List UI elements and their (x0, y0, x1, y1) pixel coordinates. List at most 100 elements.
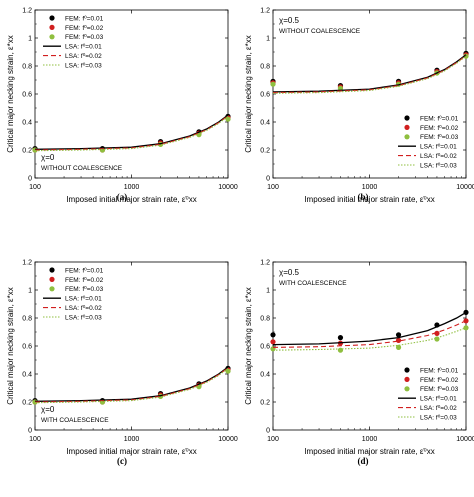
chi-annotation: χ=0.5 (279, 16, 300, 25)
chart-panel-2: 0 0.2 0.4 0.6 0.8 1 1.2 100 1000 10000 Imposed ini… (244, 8, 474, 205)
series-line-lsa_001 (272, 54, 467, 93)
chart-panel-4: 0 0.2 0.4 0.6 0.8 1 1.2 100 1000 10000 Imposed ini… (244, 260, 474, 467)
chart-panel-3: 0 0.2 0.4 0.6 0.8 1 1.2 100 1000 10000 Imposed ini… (6, 260, 238, 467)
y-tick-label: 0 (266, 176, 270, 183)
x-axis-label: Imposed initial major strain rate, ε̇⁰xx (304, 195, 434, 204)
data-point-fem_002 (270, 339, 276, 345)
y-tick-label: 0.2 (260, 400, 270, 407)
data-point-fem_002 (434, 330, 440, 336)
legend-label: LSA: f⁰=0.03 (420, 413, 457, 421)
series-line-lsa_002 (272, 320, 467, 348)
y-tick-label: 0.4 (260, 120, 270, 127)
y-tick-label: 0.4 (22, 372, 32, 379)
legend-marker (49, 276, 55, 282)
legend-label: LSA: f⁰=0.01 (420, 143, 457, 151)
panel-letter: (d) (358, 456, 369, 466)
x-tick-label: 10000 (456, 184, 474, 191)
legend-marker (404, 115, 410, 121)
chi-annotation: χ=0.5 (279, 268, 300, 277)
y-tick-label: 1 (266, 36, 270, 43)
legend-label: FEM: f⁰=0.02 (420, 124, 459, 132)
legend-marker (404, 367, 410, 373)
series-line-lsa_003 (34, 115, 229, 152)
legend-label: LSA: f⁰=0.01 (65, 295, 102, 303)
y-tick-label: 1.2 (22, 8, 32, 15)
legend-marker (404, 376, 410, 382)
data-point-fem_003 (395, 344, 402, 350)
legend-label: FEM: f⁰=0.03 (65, 33, 104, 41)
legend-marker (404, 386, 410, 392)
legend-label: LSA: f⁰=0.02 (65, 52, 102, 60)
series-line-lsa_001 (272, 311, 467, 346)
legend-label: FEM: f⁰=0.03 (420, 133, 459, 141)
legend-label: FEM: f⁰=0.01 (65, 266, 104, 274)
legend-marker (49, 15, 55, 21)
y-tick-label: 0.8 (260, 316, 270, 323)
y-tick-label: 0 (28, 176, 32, 183)
series-line-lsa_001 (34, 114, 229, 150)
legend-marker (49, 286, 55, 292)
panel-letter: (a) (117, 192, 128, 202)
legend-label: LSA: f⁰=0.03 (65, 313, 102, 321)
y-axis-label: Critical major necking strain, ε*xx (6, 35, 15, 152)
y-tick-label: 0.4 (260, 372, 270, 379)
y-tick-label: 1.2 (22, 260, 32, 267)
coalescence-annotation: WITHOUT COALESCENCE (41, 165, 123, 172)
y-tick-label: 0.8 (22, 316, 32, 323)
series-line-lsa_001 (34, 366, 229, 402)
y-tick-label: 1.2 (260, 260, 270, 267)
y-tick-label: 0.8 (260, 64, 270, 71)
panel-letter: (b) (358, 192, 369, 202)
coalescence-annotation: WITH COALESCENCE (41, 417, 109, 424)
y-tick-label: 0 (266, 428, 270, 435)
x-tick-label: 10000 (456, 436, 474, 443)
x-tick-label: 10000 (218, 184, 238, 191)
legend-label: LSA: f⁰=0.02 (420, 404, 457, 412)
y-tick-label: 0.6 (22, 344, 32, 351)
panel-letter: (c) (117, 456, 127, 466)
y-tick-label: 0.4 (22, 120, 32, 127)
x-axis-label: Imposed initial major strain rate, ε̇⁰xx (66, 447, 196, 456)
x-tick-label: 1000 (362, 436, 378, 443)
y-tick-label: 0.2 (260, 148, 270, 155)
legend-label: LSA: f⁰=0.03 (65, 61, 102, 69)
y-axis-label: Critical major necking strain, ε*xx (244, 287, 253, 404)
y-tick-label: 0.6 (260, 92, 270, 99)
y-tick-label: 1 (28, 36, 32, 43)
coalescence-annotation: WITHOUT COALESCENCE (279, 28, 361, 35)
legend-marker (404, 124, 410, 130)
plot-frame (34, 9, 229, 179)
x-axis-label: Imposed initial major strain rate, ε̇⁰xx (66, 195, 196, 204)
legend-label: FEM: f⁰=0.02 (65, 276, 104, 284)
x-tick-label: 100 (29, 436, 41, 443)
y-tick-label: 0.6 (260, 344, 270, 351)
legend-label: FEM: f⁰=0.03 (65, 285, 104, 293)
data-point-fem_001 (395, 332, 402, 338)
y-axis-label: Critical major necking strain, ε*xx (244, 35, 253, 152)
data-point-fem_001 (270, 332, 276, 338)
x-tick-label: 1000 (124, 436, 140, 443)
legend-marker (49, 34, 55, 40)
legend-label: LSA: f⁰=0.01 (420, 395, 457, 403)
y-tick-label: 0 (28, 428, 32, 435)
data-point-fem_003 (270, 81, 276, 87)
y-tick-label: 0.2 (22, 400, 32, 407)
series-line-lsa_002 (34, 367, 229, 403)
series-line-lsa_002 (34, 115, 229, 151)
y-tick-label: 0.2 (22, 148, 32, 155)
data-point-fem_003 (225, 116, 231, 122)
legend-label: FEM: f⁰=0.02 (65, 24, 104, 32)
data-point-fem_002 (395, 337, 402, 343)
x-tick-label: 100 (267, 184, 279, 191)
y-tick-label: 0.6 (22, 92, 32, 99)
legend-label: FEM: f⁰=0.01 (65, 14, 104, 22)
x-tick-label: 100 (267, 436, 279, 443)
legend-label: FEM: f⁰=0.01 (420, 366, 459, 374)
series-line-lsa_002 (272, 55, 467, 94)
